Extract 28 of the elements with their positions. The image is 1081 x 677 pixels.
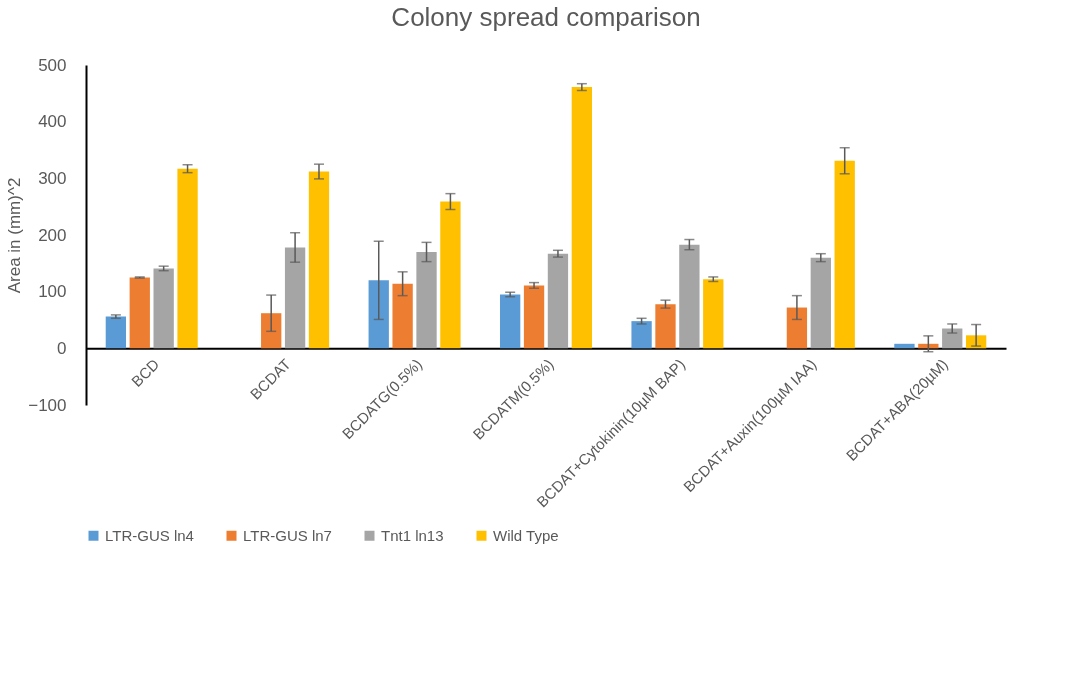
y-axis-title: Area in (mm)^2: [5, 177, 25, 294]
bar: [129, 277, 150, 349]
y-tick-label: 500: [38, 55, 67, 75]
legend-label: Wild Type: [493, 526, 559, 544]
bar: [894, 343, 915, 349]
bar: [942, 328, 963, 349]
y-tick-label: 0: [57, 338, 67, 358]
y-tick-label: 400: [38, 112, 67, 132]
legend-label: Tnt1 ln13: [381, 526, 444, 544]
bar: [416, 252, 437, 349]
y-tick-label: −100: [28, 395, 67, 415]
bar: [284, 247, 306, 349]
bar: [679, 244, 700, 349]
bar: [368, 280, 389, 349]
bar: [392, 283, 413, 349]
bar: [786, 307, 808, 349]
bar: [655, 304, 676, 349]
y-tick-label: 300: [38, 168, 67, 188]
bar: [308, 171, 330, 349]
bar: [834, 160, 855, 349]
chart-title: Colony spread comparison: [391, 2, 701, 32]
y-tick-label: 200: [38, 225, 67, 245]
legend-label: LTR-GUS ln7: [243, 526, 332, 544]
legend-label: LTR-GUS ln4: [105, 526, 194, 544]
bar: [440, 201, 461, 349]
bar: [105, 316, 127, 349]
bar: [261, 313, 282, 349]
y-tick-label: 100: [38, 282, 67, 302]
